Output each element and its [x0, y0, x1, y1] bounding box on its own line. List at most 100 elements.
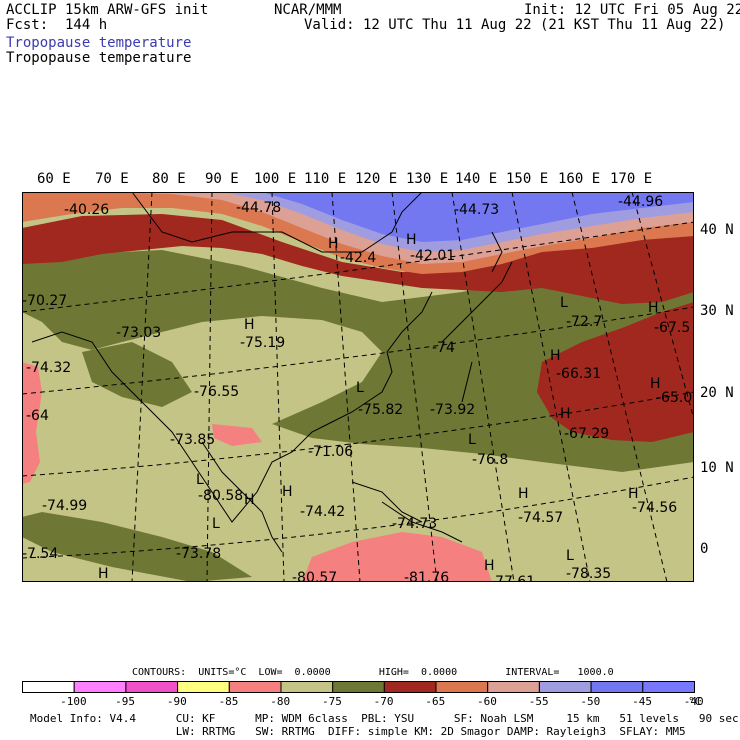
value-label: -74.56 — [632, 500, 677, 516]
value-label: -42.01 — [410, 248, 455, 264]
init-time: Init: 12 UTC Fri 05 Aug 22 — [524, 2, 740, 18]
high-low-symbol: H — [550, 348, 561, 364]
value-label: -42.4 — [340, 250, 376, 266]
value-label: -67.29 — [564, 426, 609, 442]
value-label: -71.06 — [308, 444, 353, 460]
map-annotations: -40.26 -44.78 -44.73 -44.96H-42.4H-42.01-70… — [22, 194, 692, 582]
valid-time: Valid: 12 UTC Thu 11 Aug 22 (21 KST Thu … — [304, 17, 726, 33]
colorbar-unit: °C — [688, 695, 702, 708]
longitude-label: 160 E — [558, 171, 601, 187]
colorbar-bin — [177, 681, 230, 693]
latitude-label: 0 — [700, 541, 709, 557]
colorbar — [22, 681, 695, 693]
map-panel: -40.26 -44.78 -44.73 -44.96 H -42.4 H -42.01 -70… — [22, 192, 694, 582]
value-label: -44.73 — [454, 202, 499, 218]
longitude-label: 120 E — [355, 171, 398, 187]
value-label: -77.61 — [490, 574, 535, 582]
colorbar-bin — [642, 681, 695, 693]
contours-info: CONTOURS: UNITS=°C LOW= 0.0000 HIGH= 0.0… — [132, 667, 614, 678]
colorbar-tick-label: -100 — [60, 695, 87, 708]
colorbar-bin — [332, 681, 385, 693]
colorbar-bin — [435, 681, 489, 693]
value-label: -74 — [432, 340, 455, 356]
high-low-symbol: L — [356, 380, 364, 396]
colorbar-tick-label: -40 — [683, 695, 704, 708]
high-low-symbol: L — [468, 432, 476, 448]
value-label: -74.42 — [300, 504, 345, 520]
value-label: -65.0 — [656, 390, 692, 406]
colorbar-bin — [487, 681, 540, 693]
value-label: -80.57 — [292, 570, 337, 582]
longitude-label: 60 E — [37, 171, 71, 187]
high-low-symbol: H — [560, 406, 571, 422]
colorbar-bin — [590, 681, 644, 693]
value-label: -40.26 — [64, 202, 109, 218]
model-title: ACCLIP 15km ARW-GFS init — [6, 2, 209, 18]
colorbar-tick-label: -85 — [218, 695, 239, 708]
value-label: -7.54 — [22, 546, 58, 562]
field-band-dark-olive-south — [22, 512, 252, 582]
model-info-line-2: LW: RRTMG SW: RRTMG DIFF: simple KM: 2D … — [30, 725, 686, 738]
high-low-symbol: H — [518, 486, 529, 502]
colorbar-bin — [73, 681, 127, 693]
center-label: NCAR/MMM — [274, 2, 342, 18]
colorbar-bin — [228, 681, 282, 693]
field-title-1: Tropopause temperature — [6, 35, 192, 51]
longitude-label: 90 E — [205, 171, 239, 187]
value-label: -78.35 — [566, 566, 611, 582]
field-patch-salmon-india — [212, 424, 262, 446]
longitude-label: 150 E — [506, 171, 549, 187]
field-patch-salmon-west — [22, 362, 42, 484]
high-low-symbol: H — [328, 236, 339, 252]
colorbar-tick-label: -95 — [115, 695, 136, 708]
field-band-dark-red-east — [537, 302, 694, 442]
colorbar-bin — [22, 681, 75, 693]
value-label: -72.7 — [566, 314, 602, 330]
high-low-symbol: H — [244, 492, 255, 508]
graticule — [22, 192, 694, 582]
colorbar-tick-label: -90 — [166, 695, 187, 708]
value-label: -74.32 — [26, 360, 71, 376]
value-label: -66.31 — [556, 366, 601, 382]
value-label: -73.78 — [176, 546, 221, 562]
coastlines — [31, 192, 513, 553]
longitude-label: 130 E — [406, 171, 449, 187]
longitude-label: 100 E — [254, 171, 297, 187]
longitude-label: 170 E — [610, 171, 653, 187]
high-low-symbol: H — [98, 566, 109, 582]
model-info-line-1: Model Info: V4.4 CU: KF MP: WDM 6class P… — [30, 712, 739, 725]
value-label: -80.58 — [198, 488, 243, 504]
value-label: -74.57 — [518, 510, 563, 526]
value-label: -67.5 — [654, 320, 690, 336]
colorbar-tick-label: -80 — [270, 695, 291, 708]
colorbar-bin — [383, 681, 437, 693]
colorbar-tick-label: -65 — [425, 695, 446, 708]
value-label: -81.76 — [404, 570, 449, 582]
value-label: -44.78 — [236, 200, 281, 216]
field-patch-salmon-south — [302, 532, 492, 582]
latitude-label: 30 N — [700, 303, 734, 319]
high-low-symbol: L — [212, 516, 220, 532]
colorbar-tick-label: -50 — [580, 695, 601, 708]
colorbar-bin — [280, 681, 334, 693]
value-label: -73.85 — [170, 432, 215, 448]
high-low-symbol: L — [196, 472, 204, 488]
field-band-dark-olive — [22, 250, 694, 472]
tropopause-temperature-map: -40.26 -44.78 -44.73 -44.96H-42.4H-42.01-70… — [22, 192, 694, 582]
longitude-label: 80 E — [152, 171, 186, 187]
value-label: -74.99 — [42, 498, 87, 514]
high-low-symbol: H — [282, 484, 293, 500]
field-band-dark-olive-west — [82, 342, 192, 407]
colorbar-bin — [125, 681, 179, 693]
longitude-label: 110 E — [304, 171, 347, 187]
field-band-blue — [222, 192, 694, 242]
colorbar-tick-label: -45 — [632, 695, 652, 708]
high-low-symbol: H — [628, 486, 639, 502]
high-low-symbol: H — [650, 376, 661, 392]
latitude-label: 20 N — [700, 385, 734, 401]
value-label: -74.73 — [392, 516, 437, 532]
latitude-label: 10 N — [700, 460, 734, 476]
high-low-symbol: H — [244, 317, 255, 333]
value-label: -64 — [26, 408, 49, 424]
colorbar-tick-label: -70 — [373, 695, 394, 708]
